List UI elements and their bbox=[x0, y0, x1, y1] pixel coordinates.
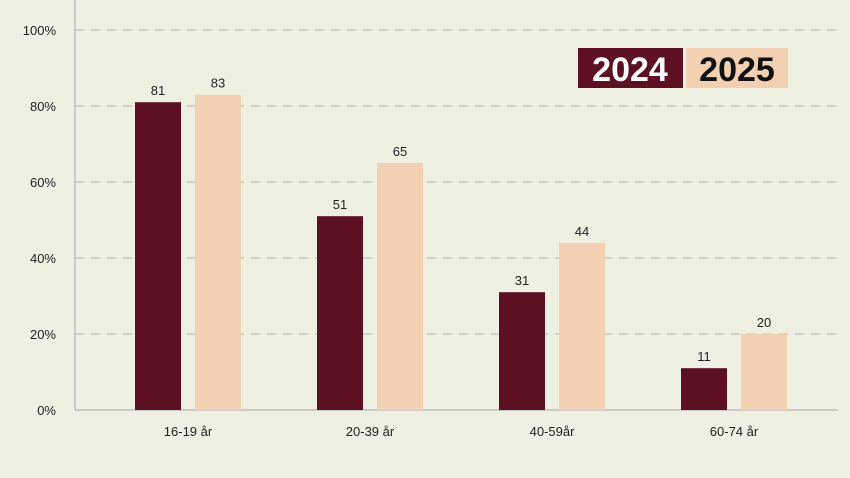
bar-2025 bbox=[559, 242, 605, 410]
bar-2025 bbox=[377, 163, 423, 410]
legend-label-2025: 2025 bbox=[699, 51, 775, 89]
y-tick-label: 20% bbox=[30, 327, 56, 342]
y-tick-label: 80% bbox=[30, 99, 56, 114]
bar-2025 bbox=[741, 334, 787, 410]
category-label: 60-74 år bbox=[710, 424, 759, 439]
data-label: 81 bbox=[151, 83, 165, 98]
bars bbox=[135, 94, 787, 410]
data-label: 20 bbox=[757, 315, 771, 330]
category-label: 40-59år bbox=[530, 424, 575, 439]
y-tick-labels: 0% 20% 40% 60% 80% 100% bbox=[23, 23, 57, 418]
bar-2024 bbox=[317, 216, 363, 410]
y-tick-label: 0% bbox=[37, 403, 56, 418]
y-tick-label: 40% bbox=[30, 251, 56, 266]
category-labels: 16-19 år 20-39 år 40-59år 60-74 år bbox=[164, 424, 759, 439]
data-labels: 81 83 51 65 31 44 11 20 bbox=[151, 76, 771, 365]
category-label: 20-39 år bbox=[346, 424, 395, 439]
data-label: 65 bbox=[393, 144, 407, 159]
bar-2025 bbox=[195, 94, 241, 410]
bar-2024 bbox=[499, 292, 545, 410]
bar-2024 bbox=[681, 368, 727, 410]
legend-swatch-2025 bbox=[686, 48, 788, 88]
bar-2024 bbox=[135, 102, 181, 410]
data-label: 44 bbox=[575, 224, 589, 239]
legend: 2024 2025 bbox=[578, 48, 788, 89]
legend-label-2024: 2024 bbox=[592, 51, 668, 89]
data-label: 51 bbox=[333, 197, 347, 212]
category-label: 16-19 år bbox=[164, 424, 213, 439]
y-tick-label: 100% bbox=[23, 23, 57, 38]
data-label: 11 bbox=[697, 349, 711, 364]
data-label: 31 bbox=[515, 273, 529, 288]
data-label: 83 bbox=[211, 76, 225, 91]
y-tick-label: 60% bbox=[30, 175, 56, 190]
legend-swatch-2024 bbox=[578, 48, 683, 88]
